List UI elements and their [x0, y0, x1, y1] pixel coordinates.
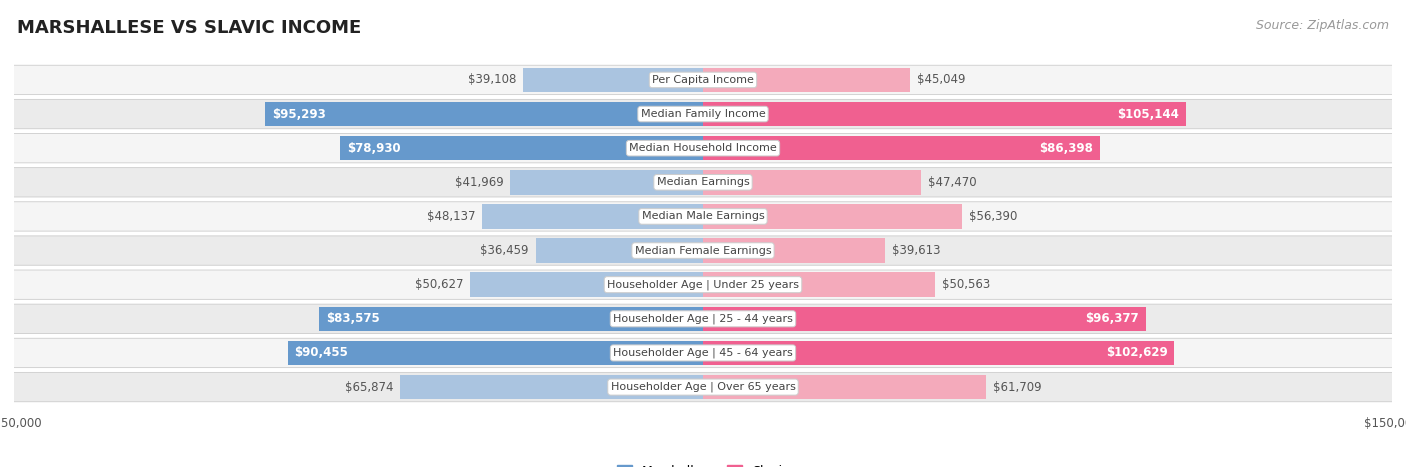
- FancyBboxPatch shape: [0, 99, 1406, 129]
- Text: $78,930: $78,930: [347, 142, 401, 155]
- FancyBboxPatch shape: [0, 168, 1406, 197]
- Bar: [266, 102, 703, 127]
- Bar: [471, 272, 703, 297]
- Bar: [703, 68, 910, 92]
- Text: $96,377: $96,377: [1085, 312, 1139, 325]
- Bar: [703, 306, 1146, 331]
- FancyBboxPatch shape: [0, 270, 1406, 299]
- Bar: [340, 136, 703, 161]
- Text: Median Female Earnings: Median Female Earnings: [634, 246, 772, 255]
- Text: Median Earnings: Median Earnings: [657, 177, 749, 187]
- FancyBboxPatch shape: [0, 372, 1406, 402]
- Text: $41,969: $41,969: [454, 176, 503, 189]
- Text: Median Male Earnings: Median Male Earnings: [641, 212, 765, 221]
- FancyBboxPatch shape: [0, 304, 1406, 333]
- Bar: [288, 340, 703, 365]
- Text: $39,613: $39,613: [891, 244, 941, 257]
- Bar: [703, 102, 1185, 127]
- Bar: [319, 306, 703, 331]
- Bar: [536, 238, 703, 263]
- Bar: [703, 238, 884, 263]
- FancyBboxPatch shape: [0, 134, 1406, 163]
- Text: Per Capita Income: Per Capita Income: [652, 75, 754, 85]
- Bar: [510, 170, 703, 195]
- Bar: [703, 136, 1099, 161]
- FancyBboxPatch shape: [0, 202, 1406, 231]
- FancyBboxPatch shape: [0, 65, 1406, 95]
- Text: $39,108: $39,108: [468, 73, 516, 86]
- Text: Householder Age | Under 25 years: Householder Age | Under 25 years: [607, 279, 799, 290]
- Text: $102,629: $102,629: [1105, 347, 1167, 360]
- Text: $95,293: $95,293: [273, 107, 326, 120]
- Text: $90,455: $90,455: [294, 347, 349, 360]
- Text: Median Household Income: Median Household Income: [628, 143, 778, 153]
- Text: $50,563: $50,563: [942, 278, 990, 291]
- Bar: [703, 340, 1174, 365]
- Text: $50,627: $50,627: [415, 278, 464, 291]
- Text: $36,459: $36,459: [481, 244, 529, 257]
- Bar: [703, 170, 921, 195]
- Text: $105,144: $105,144: [1118, 107, 1180, 120]
- Text: Median Family Income: Median Family Income: [641, 109, 765, 119]
- Bar: [482, 204, 703, 229]
- Bar: [523, 68, 703, 92]
- Bar: [703, 204, 962, 229]
- Text: MARSHALLESE VS SLAVIC INCOME: MARSHALLESE VS SLAVIC INCOME: [17, 19, 361, 37]
- Text: Source: ZipAtlas.com: Source: ZipAtlas.com: [1256, 19, 1389, 32]
- Text: Householder Age | 25 - 44 years: Householder Age | 25 - 44 years: [613, 313, 793, 324]
- Text: Householder Age | Over 65 years: Householder Age | Over 65 years: [610, 382, 796, 392]
- FancyBboxPatch shape: [0, 236, 1406, 265]
- Text: $48,137: $48,137: [426, 210, 475, 223]
- Text: Householder Age | 45 - 64 years: Householder Age | 45 - 64 years: [613, 348, 793, 358]
- Text: $83,575: $83,575: [326, 312, 380, 325]
- Text: $86,398: $86,398: [1039, 142, 1092, 155]
- Legend: Marshallese, Slavic: Marshallese, Slavic: [612, 460, 794, 467]
- Text: $45,049: $45,049: [917, 73, 966, 86]
- Bar: [401, 375, 703, 399]
- Text: $56,390: $56,390: [969, 210, 1018, 223]
- Bar: [703, 375, 987, 399]
- Bar: [703, 272, 935, 297]
- Text: $65,874: $65,874: [344, 381, 394, 394]
- Text: $47,470: $47,470: [928, 176, 977, 189]
- Text: $61,709: $61,709: [993, 381, 1042, 394]
- FancyBboxPatch shape: [0, 338, 1406, 368]
